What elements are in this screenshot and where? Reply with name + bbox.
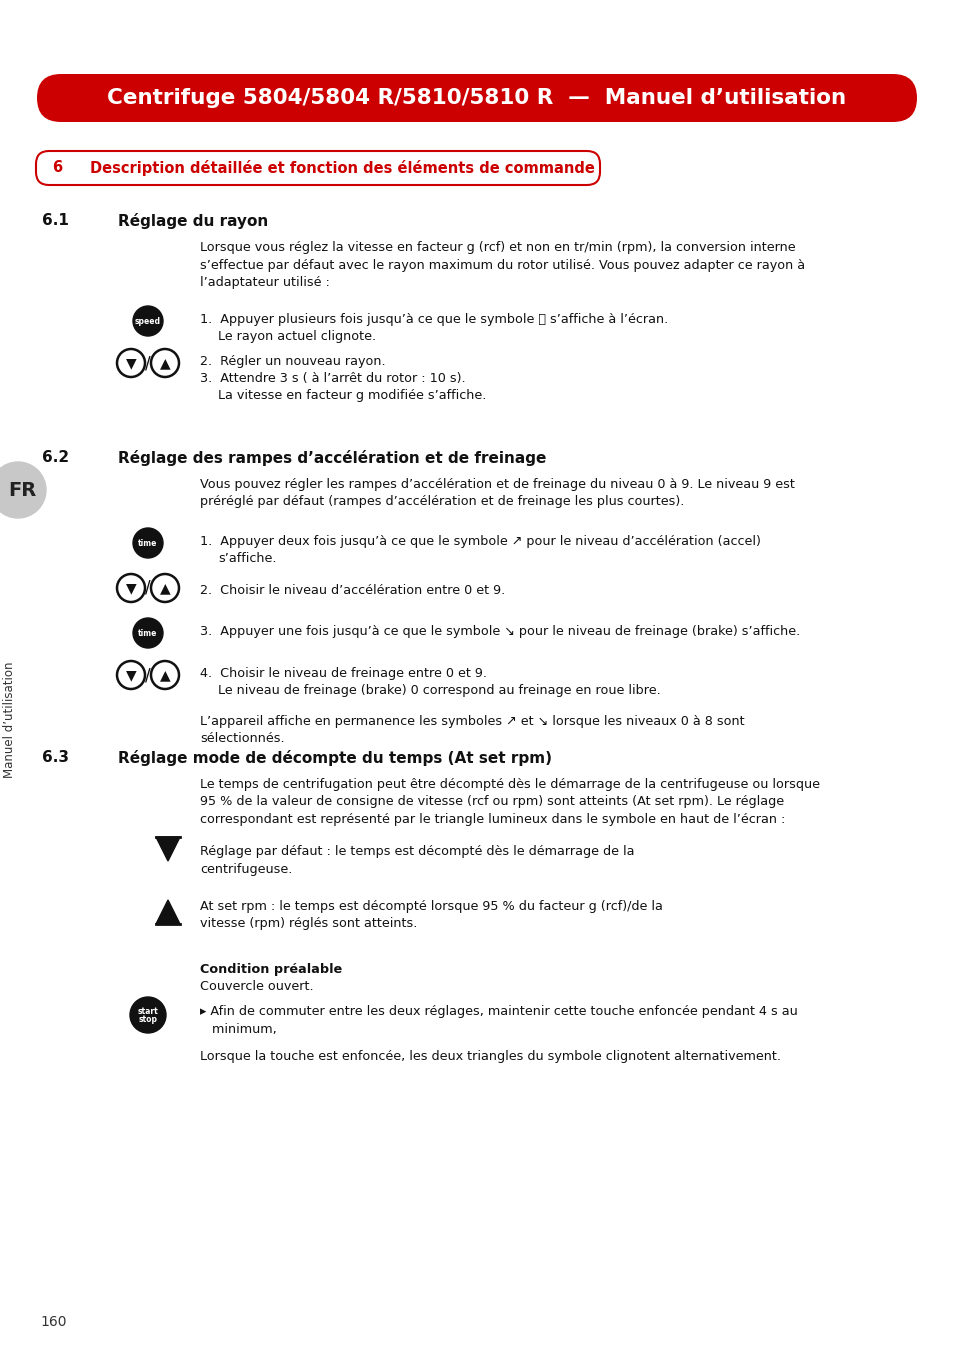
Text: 6: 6: [52, 161, 62, 176]
Text: 2.  Régler un nouveau rayon.: 2. Régler un nouveau rayon.: [200, 355, 385, 369]
Text: Le niveau de freinage (brake) 0 correspond au freinage en roue libre.: Le niveau de freinage (brake) 0 correspo…: [218, 684, 660, 697]
Text: Vous pouvez régler les rampes d’accélération et de freinage du niveau 0 à 9. Le : Vous pouvez régler les rampes d’accéléra…: [200, 478, 794, 509]
Circle shape: [151, 350, 179, 377]
Text: FR: FR: [8, 481, 36, 500]
Text: Couvercle ouvert.: Couvercle ouvert.: [200, 980, 314, 994]
Text: 3.  Appuyer une fois jusqu’à ce que le symbole ↘ pour le niveau de freinage (bra: 3. Appuyer une fois jusqu’à ce que le sy…: [200, 625, 800, 639]
Text: /: /: [145, 354, 151, 373]
Text: At set rpm : le temps est décompté lorsque 95 % du facteur g (rcf)/de la
vitesse: At set rpm : le temps est décompté lorsq…: [200, 900, 662, 930]
Text: Centrifuge 5804/5804 R/5810/5810 R  —  Manuel d’utilisation: Centrifuge 5804/5804 R/5810/5810 R — Man…: [108, 88, 845, 108]
Text: Réglage du rayon: Réglage du rayon: [118, 213, 268, 230]
Text: Description détaillée et fonction des éléments de commande: Description détaillée et fonction des él…: [90, 161, 595, 176]
Polygon shape: [156, 900, 180, 923]
Text: time: time: [138, 629, 157, 637]
Circle shape: [117, 574, 145, 602]
Text: 2.  Choisir le niveau d’accélération entre 0 et 9.: 2. Choisir le niveau d’accélération entr…: [200, 585, 505, 597]
Text: ▼: ▼: [126, 668, 136, 682]
Text: speed: speed: [135, 316, 161, 325]
Circle shape: [0, 462, 46, 518]
Text: 6.2: 6.2: [42, 450, 69, 464]
Text: 1.  Appuyer deux fois jusqu’à ce que le symbole ↗ pour le niveau d’accélération : 1. Appuyer deux fois jusqu’à ce que le s…: [200, 535, 760, 548]
Text: La vitesse en facteur g modifiée s’affiche.: La vitesse en facteur g modifiée s’affic…: [218, 389, 486, 402]
Text: ▼: ▼: [126, 356, 136, 370]
Text: 6.3: 6.3: [42, 751, 69, 765]
Text: /: /: [145, 579, 151, 597]
Text: ▸ Afin de commuter entre les deux réglages, maintenir cette touche enfoncée pend: ▸ Afin de commuter entre les deux réglag…: [200, 1004, 797, 1035]
Text: Lorsque la touche est enfoncée, les deux triangles du symbole clignotent alterna: Lorsque la touche est enfoncée, les deux…: [200, 1050, 781, 1062]
Text: s’affiche.: s’affiche.: [218, 552, 276, 566]
Text: 1.  Appuyer plusieurs fois jusqu’à ce que le symbole ⓖ s’affiche à l’écran.: 1. Appuyer plusieurs fois jusqu’à ce que…: [200, 313, 667, 325]
FancyBboxPatch shape: [37, 74, 916, 122]
Text: Lorsque vous réglez la vitesse en facteur g (rcf) et non en tr/min (rpm), la con: Lorsque vous réglez la vitesse en facteu…: [200, 242, 804, 289]
Text: ▼: ▼: [126, 580, 136, 595]
Text: 4.  Choisir le niveau de freinage entre 0 et 9.: 4. Choisir le niveau de freinage entre 0…: [200, 667, 486, 680]
Text: time: time: [138, 539, 157, 548]
Text: 6.1: 6.1: [42, 213, 69, 228]
Circle shape: [132, 618, 163, 648]
Circle shape: [117, 350, 145, 377]
Circle shape: [117, 662, 145, 688]
Polygon shape: [156, 837, 180, 861]
Text: Réglage des rampes d’accélération et de freinage: Réglage des rampes d’accélération et de …: [118, 450, 546, 466]
Text: Réglage mode de décompte du temps (At set rpm): Réglage mode de décompte du temps (At se…: [118, 751, 552, 765]
Text: Condition préalable: Condition préalable: [200, 963, 342, 976]
Text: ▲: ▲: [159, 668, 171, 682]
Text: Réglage par défaut : le temps est décompté dès le démarrage de la
centrifugeuse.: Réglage par défaut : le temps est décomp…: [200, 845, 634, 876]
Text: Le rayon actuel clignote.: Le rayon actuel clignote.: [218, 329, 375, 343]
Text: stop: stop: [138, 1014, 157, 1023]
Text: Le temps de centrifugation peut être décompté dès le démarrage de la centrifugeu: Le temps de centrifugation peut être déc…: [200, 778, 820, 826]
Circle shape: [151, 574, 179, 602]
Text: 3.  Attendre 3 s ( à l’arrêt du rotor : 10 s).: 3. Attendre 3 s ( à l’arrêt du rotor : 1…: [200, 373, 465, 385]
Text: start: start: [137, 1007, 158, 1015]
Text: ▲: ▲: [159, 580, 171, 595]
Text: Manuel d’utilisation: Manuel d’utilisation: [4, 662, 16, 778]
Text: /: /: [145, 666, 151, 684]
Circle shape: [151, 662, 179, 688]
Text: 160: 160: [40, 1315, 67, 1328]
Circle shape: [132, 306, 163, 336]
Text: ▲: ▲: [159, 356, 171, 370]
Text: L’appareil affiche en permanence les symboles ↗ et ↘ lorsque les niveaux 0 à 8 s: L’appareil affiche en permanence les sym…: [200, 716, 744, 745]
Circle shape: [132, 528, 163, 558]
Circle shape: [130, 998, 166, 1033]
FancyBboxPatch shape: [36, 151, 599, 185]
